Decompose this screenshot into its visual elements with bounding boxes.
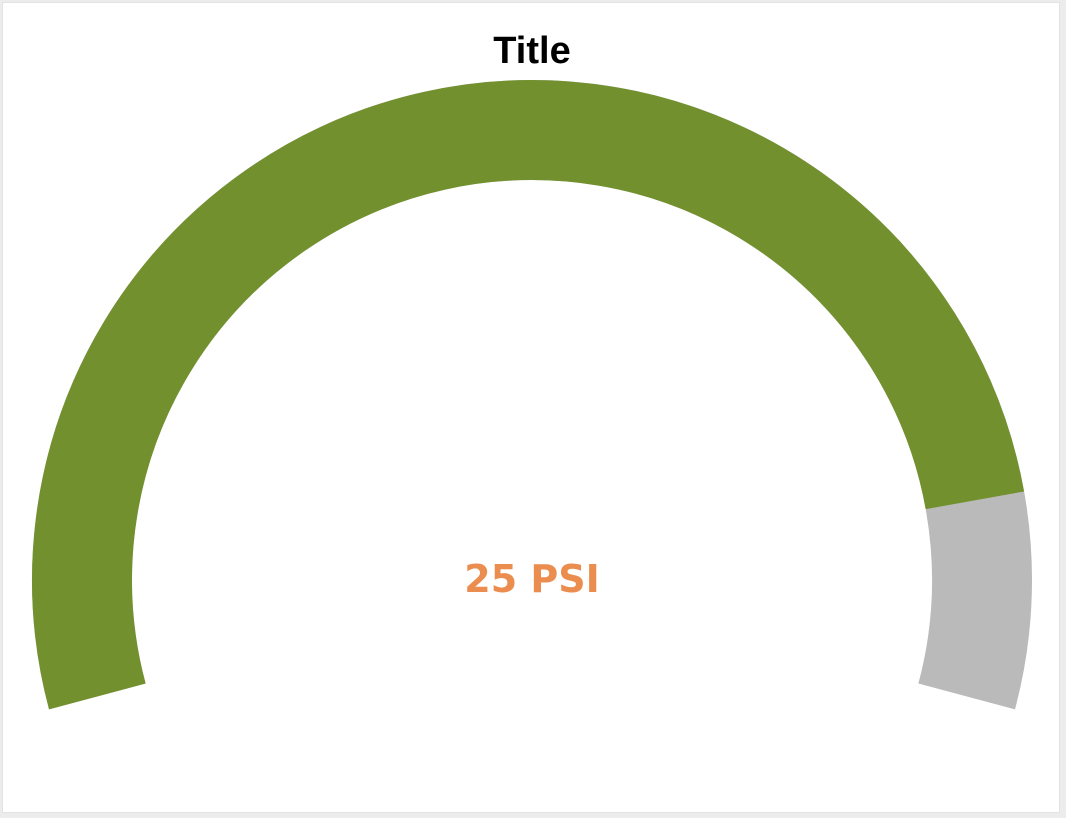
- gauge-value-label: 25 PSI: [464, 557, 599, 601]
- chart-title: Title: [493, 30, 570, 72]
- gauge-filled-arc: [32, 80, 1025, 710]
